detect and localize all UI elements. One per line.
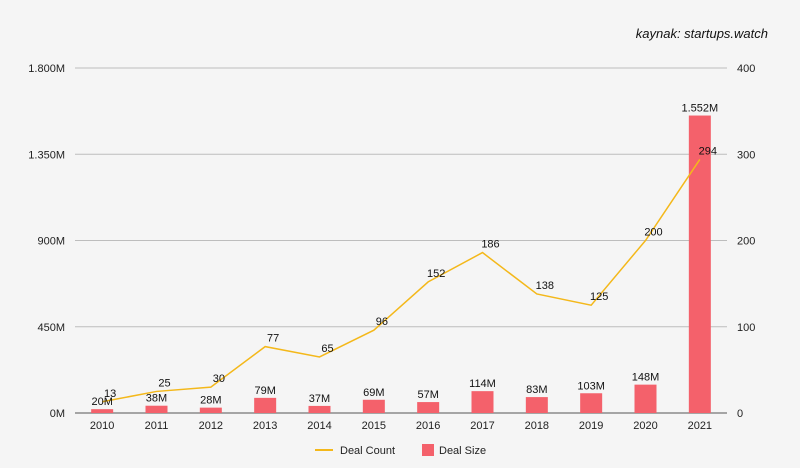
- x-tick-label: 2017: [470, 420, 494, 432]
- deal-count-label: 186: [481, 239, 499, 251]
- deal-size-labels: 20M 38M 28M 79M 37M 69M 57M 114M 83M 103M 148M 1.55…: [91, 103, 718, 409]
- deal-count-label: 13: [104, 388, 116, 400]
- deal-size-label: 37M: [309, 393, 330, 405]
- deal-size-bar: [688, 115, 711, 414]
- x-tick-label: 2021: [688, 420, 712, 432]
- deal-count-label: 138: [536, 280, 554, 292]
- x-tick-label: 2010: [90, 420, 114, 432]
- deal-size-bar: [525, 397, 548, 413]
- deal-size-bar: [145, 405, 168, 413]
- right-tick-label: 400: [737, 63, 755, 75]
- deal-count-labels: 13 25 30 77 65 96 152 186 138 125 200 294: [104, 145, 717, 399]
- left-tick-label: 0M: [50, 408, 65, 420]
- deal-count-label: 77: [267, 333, 279, 345]
- deal-size-label: 69M: [363, 387, 384, 399]
- deal-count-label: 30: [213, 373, 225, 385]
- left-tick-label: 1.800M: [28, 63, 65, 75]
- deal-size-bar: [580, 393, 603, 413]
- deal-size-bar: [199, 407, 222, 413]
- deal-size-bar: [91, 409, 114, 413]
- left-tick-label: 900M: [37, 236, 65, 248]
- x-tick-label: 2012: [199, 420, 223, 432]
- deal-size-label: 103M: [577, 380, 605, 392]
- deal-size-bar: [634, 384, 657, 413]
- legend-deal-count-label: Deal Count: [340, 445, 395, 457]
- x-tick-label: 2013: [253, 420, 277, 432]
- source-note: kaynak: startups.watch: [636, 26, 768, 41]
- left-tick-label: 1.350M: [28, 149, 65, 161]
- x-tick-label: 2019: [579, 420, 603, 432]
- legend-deal-size-label: Deal Size: [439, 445, 486, 457]
- deal-size-bars: [91, 115, 711, 414]
- legend: Deal Count Deal Size: [315, 444, 486, 457]
- x-tick-label: 2020: [633, 420, 657, 432]
- deal-size-bar: [362, 399, 385, 413]
- deal-size-label: 83M: [526, 384, 547, 396]
- x-axis-ticks: 2010 2011 2012 2013 2014 2015 2016 2017 2018 2019…: [90, 420, 712, 432]
- left-axis-ticks: 0M 450M 900M 1.350M 1.800M: [28, 63, 65, 420]
- deal-count-line: [102, 159, 701, 403]
- deal-count-label: 200: [644, 227, 662, 239]
- legend-bar-swatch: [422, 444, 434, 456]
- deal-size-label: 20M: [91, 396, 112, 408]
- left-tick-label: 450M: [37, 322, 65, 334]
- x-tick-label: 2011: [145, 420, 169, 432]
- right-tick-label: 100: [737, 322, 755, 334]
- right-tick-label: 0: [737, 408, 743, 420]
- x-tick-label: 2015: [362, 420, 386, 432]
- deal-size-label: 28M: [200, 395, 221, 407]
- deal-size-bar: [417, 402, 440, 413]
- x-tick-label: 2018: [525, 420, 549, 432]
- deal-size-label: 79M: [254, 385, 275, 397]
- deal-size-bar: [254, 397, 277, 413]
- grid-lines: [75, 67, 727, 414]
- x-tick-label: 2016: [416, 420, 440, 432]
- deal-size-label: 57M: [417, 389, 438, 401]
- deal-count-label: 125: [590, 291, 608, 303]
- deal-count-label: 294: [699, 145, 717, 157]
- right-tick-label: 200: [737, 236, 755, 248]
- right-axis-ticks: 0 100 200 300 400: [737, 63, 755, 420]
- deal-count-line-group: [102, 159, 701, 403]
- deal-count-label: 65: [321, 343, 333, 355]
- deal-size-bar: [308, 405, 331, 413]
- right-tick-label: 300: [737, 149, 755, 161]
- deal-size-label: 1.552M: [681, 103, 718, 115]
- x-tick-label: 2014: [307, 420, 331, 432]
- deal-size-label: 148M: [632, 372, 660, 384]
- deal-size-label: 38M: [146, 393, 167, 405]
- deal-count-label: 152: [427, 268, 445, 280]
- deal-count-label: 25: [158, 377, 170, 389]
- deal-size-bar: [471, 391, 494, 413]
- deal-size-label: 114M: [469, 378, 496, 390]
- deal-count-label: 96: [376, 316, 388, 328]
